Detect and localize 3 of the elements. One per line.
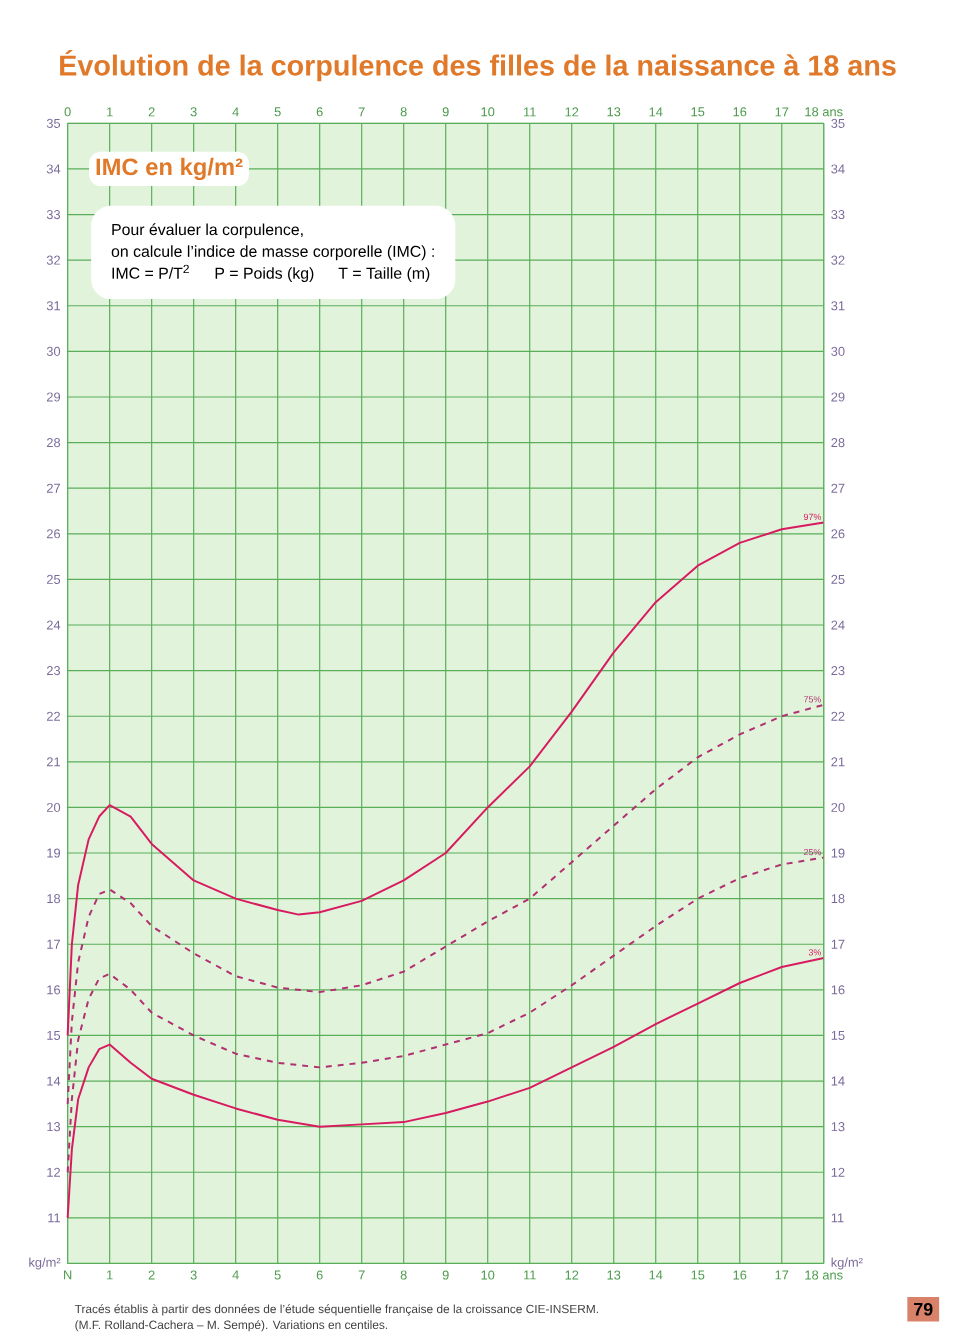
chart-title: Évolution de la corpulence des filles de la naissance à 18 ans <box>60 49 897 82</box>
text: 79 <box>914 1302 933 1316</box>
y-axis-title: IMC en kg/m² <box>97 157 243 181</box>
